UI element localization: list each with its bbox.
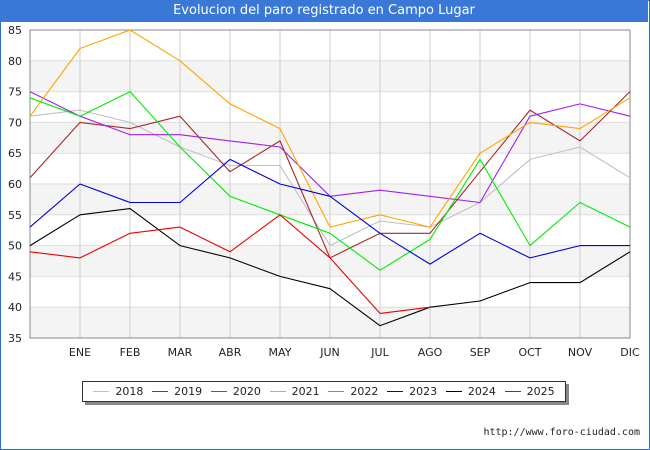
- legend-item-2019: 2019: [152, 385, 202, 398]
- y-tick-label: 40: [8, 301, 22, 314]
- y-tick-label: 75: [8, 86, 22, 99]
- legend-item-2018: 2018: [93, 385, 143, 398]
- y-tick-label: 85: [8, 24, 22, 37]
- x-tick-label: NOV: [568, 346, 593, 359]
- x-tick-label: AGO: [418, 346, 443, 359]
- x-tick-label: FEB: [120, 346, 141, 359]
- y-tick-label: 50: [8, 240, 22, 253]
- legend: 2018 2019 2020 2021 2022 2023 2024 2025: [82, 381, 566, 402]
- x-tick-label: MAR: [168, 346, 193, 359]
- legend-label: 2024: [468, 385, 496, 398]
- legend-label: 2023: [409, 385, 437, 398]
- x-tick-label: MAY: [269, 346, 292, 359]
- y-tick-label: 80: [8, 55, 22, 68]
- y-tick-label: 60: [8, 178, 22, 191]
- legend-item-2025: 2025: [505, 385, 555, 398]
- source-link[interactable]: http://www.foro-ciudad.com: [483, 427, 640, 438]
- legend-swatch: [328, 391, 344, 392]
- x-tick-label: JUL: [370, 346, 389, 359]
- x-tick-label: OCT: [518, 346, 541, 359]
- x-tick-label: SEP: [470, 346, 491, 359]
- y-tick-label: 65: [8, 147, 22, 160]
- legend-label: 2021: [292, 385, 320, 398]
- legend-swatch: [93, 391, 109, 392]
- legend-label: 2018: [115, 385, 143, 398]
- legend-swatch: [270, 391, 286, 392]
- x-tick-label: JUN: [319, 346, 340, 359]
- legend-item-2022: 2022: [328, 385, 378, 398]
- legend-swatch: [211, 391, 227, 392]
- legend-label: 2020: [233, 385, 261, 398]
- y-tick-label: 45: [8, 270, 22, 283]
- y-tick-label: 35: [8, 332, 22, 345]
- legend-swatch: [505, 391, 521, 392]
- y-tick-label: 70: [8, 116, 22, 129]
- legend-item-2024: 2024: [446, 385, 496, 398]
- x-tick-label: ABR: [219, 346, 242, 359]
- legend-label: 2022: [350, 385, 378, 398]
- x-tick-label: DIC: [620, 346, 640, 359]
- legend-swatch: [152, 391, 168, 392]
- legend-swatch: [387, 391, 403, 392]
- legend-item-2021: 2021: [270, 385, 320, 398]
- x-tick-label: ENE: [69, 346, 91, 359]
- legend-item-2023: 2023: [387, 385, 437, 398]
- y-tick-label: 55: [8, 209, 22, 222]
- legend-label: 2019: [174, 385, 202, 398]
- legend-label: 2025: [527, 385, 555, 398]
- legend-item-2020: 2020: [211, 385, 261, 398]
- legend-swatch: [446, 391, 462, 392]
